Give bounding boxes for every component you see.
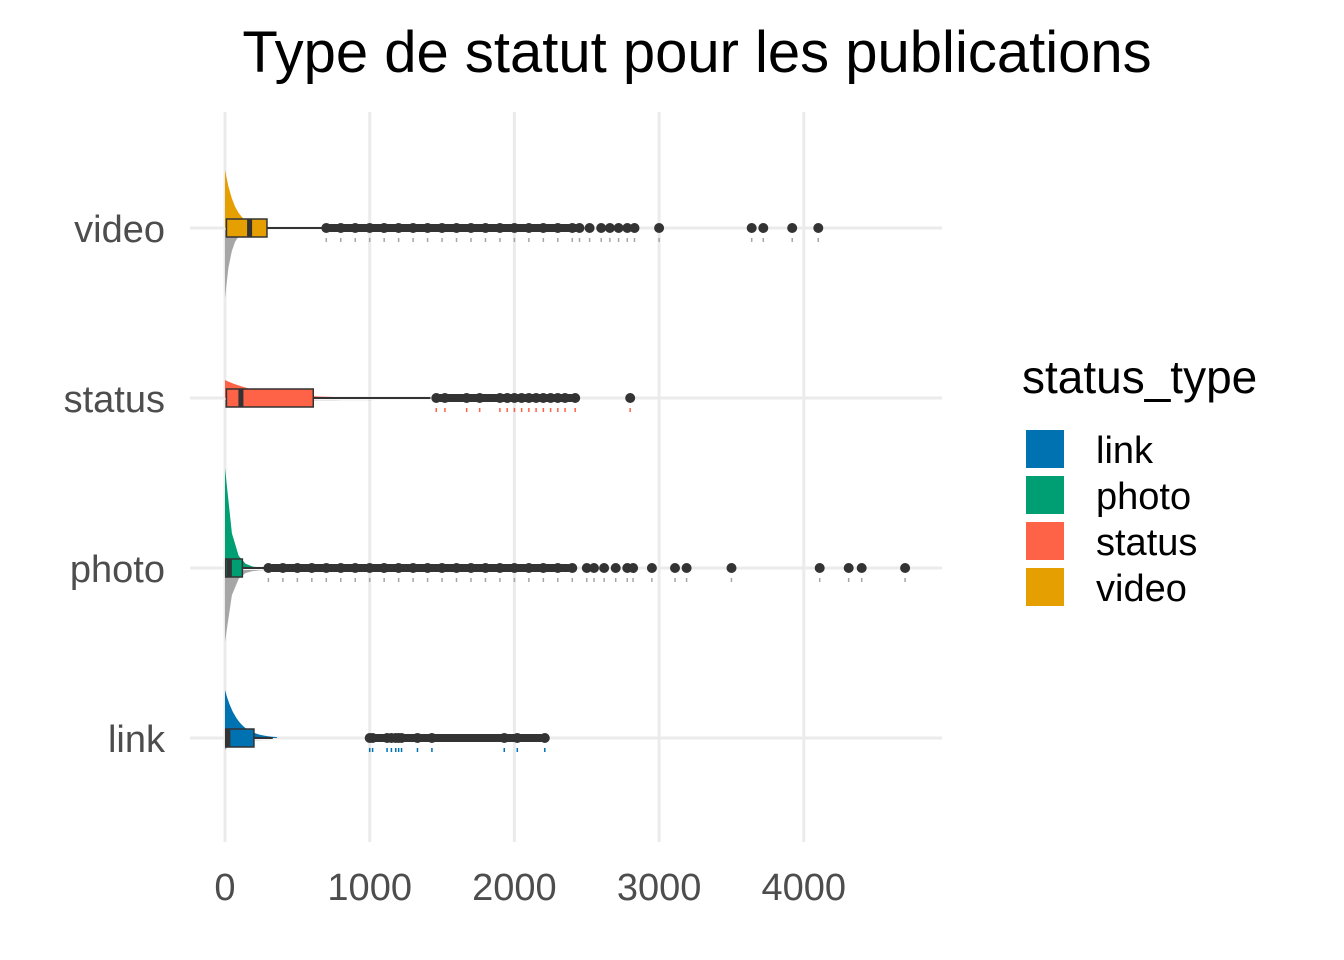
- y-tick-label-photo: photo: [70, 549, 165, 591]
- legend-label-status: status: [1096, 522, 1197, 564]
- outlier-band-link: [369, 734, 545, 742]
- outlier-photo-31: [726, 563, 737, 573]
- chart-title: Type de statut pour les publications: [242, 20, 1151, 85]
- density-photo: [225, 468, 638, 568]
- density-link: [225, 690, 278, 738]
- outlier-video-27: [758, 223, 769, 233]
- outlier-video-24: [629, 223, 640, 233]
- box-status: [225, 388, 315, 408]
- box-video: [225, 218, 268, 238]
- legend-label-link: link: [1096, 430, 1154, 472]
- outlier-photo-29: [670, 563, 680, 573]
- legend-label-video: video: [1096, 568, 1187, 610]
- y-tick-label-video: video: [74, 209, 165, 251]
- outlier-video-29: [813, 223, 824, 233]
- legend-swatch-photo: [1026, 476, 1064, 514]
- x-tick-label-4: 4000: [762, 867, 847, 909]
- x-tick-label-2: 2000: [472, 867, 557, 909]
- outlier-status-15: [625, 393, 636, 403]
- outlier-photo-28: [646, 563, 657, 573]
- outlier-video-19: [584, 223, 595, 233]
- outlier-band-video: [326, 224, 580, 232]
- legend-title: status_type: [1022, 351, 1257, 403]
- legend-swatch-video: [1026, 568, 1064, 606]
- outlier-video-22: [613, 223, 624, 233]
- outlier-video-23: [622, 223, 633, 233]
- x-tick-label-1: 1000: [327, 867, 412, 909]
- outlier-video-28: [787, 223, 798, 233]
- outlier-photo-35: [900, 563, 911, 573]
- outlier-photo-23: [589, 563, 599, 573]
- outlier-photo-30: [681, 563, 692, 573]
- legend-label-photo: photo: [1096, 476, 1191, 518]
- outlier-video-26: [746, 223, 757, 233]
- x-tick-label-3: 3000: [617, 867, 702, 909]
- outlier-video-21: [604, 223, 615, 233]
- outlier-photo-24: [599, 563, 610, 573]
- x-tick-label-0: 0: [214, 867, 235, 909]
- density-mirror-photo: [225, 570, 638, 642]
- outlier-band-status: [436, 394, 576, 402]
- outlier-photo-34: [856, 563, 867, 573]
- outlier-photo-27: [628, 563, 639, 573]
- outlier-video-25: [654, 223, 665, 233]
- outlier-band-photo: [268, 564, 573, 572]
- outlier-photo-33: [843, 563, 854, 573]
- outlier-video-20: [596, 223, 607, 233]
- legend-swatch-status: [1026, 522, 1064, 560]
- outlier-photo-32: [814, 563, 825, 573]
- y-tick-label-link: link: [108, 719, 166, 761]
- outlier-photo-25: [610, 563, 621, 573]
- outlier-photo-22: [581, 563, 592, 573]
- legend-swatch-link: [1026, 430, 1064, 468]
- y-tick-label-status: status: [64, 379, 165, 421]
- plot-area: 0 1000 2000 3000 4000 link photo status video: [64, 112, 942, 909]
